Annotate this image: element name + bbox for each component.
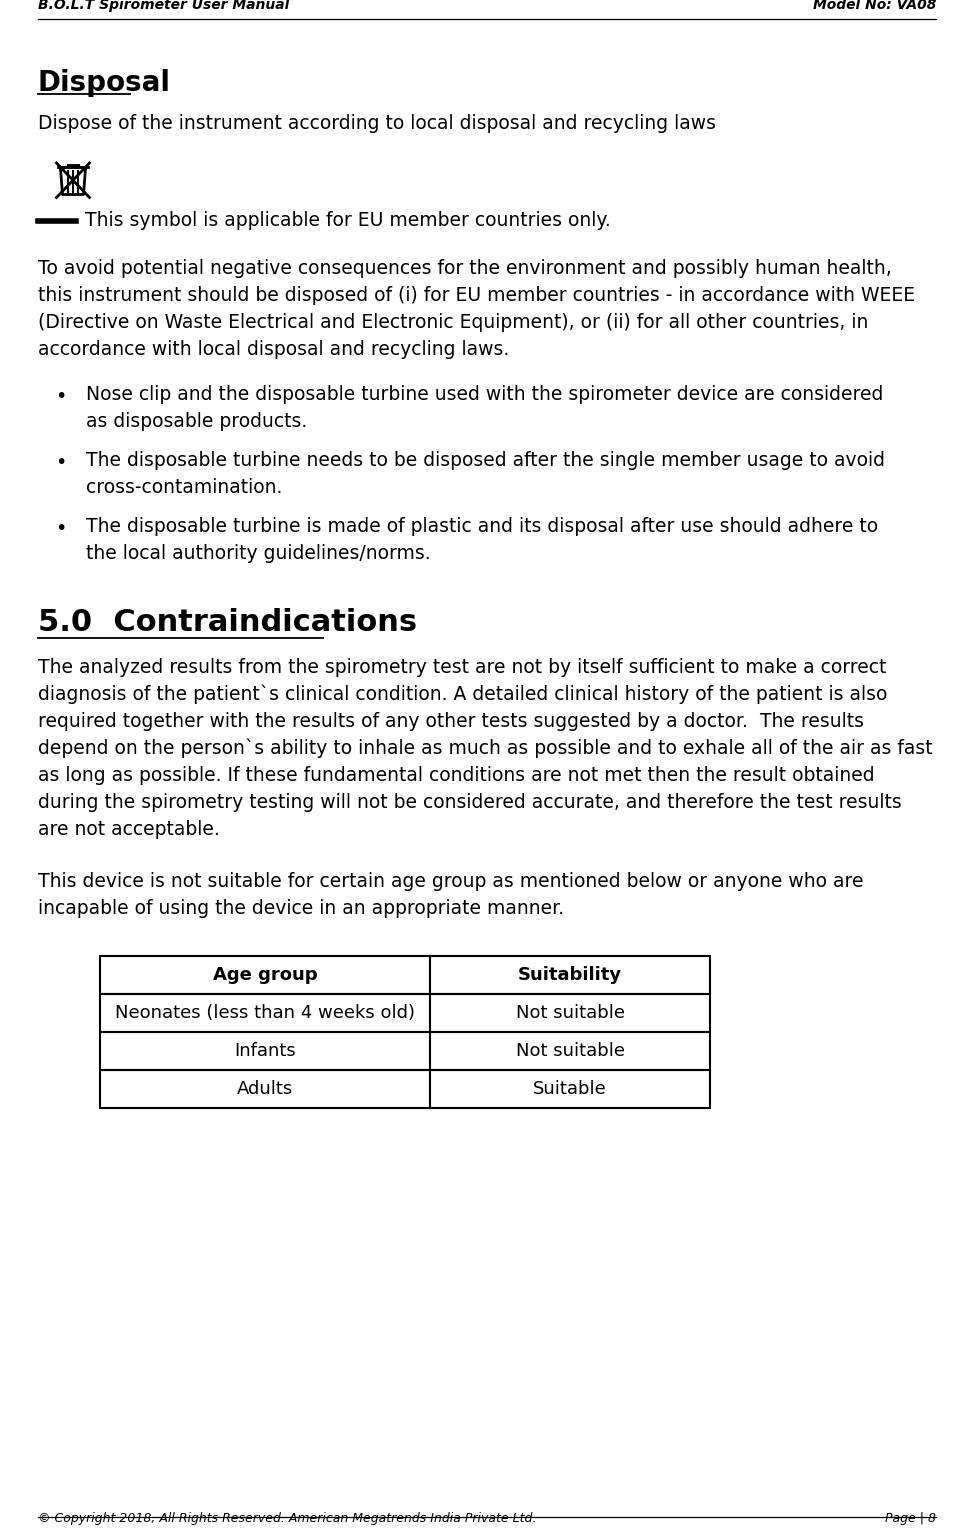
Text: This symbol is applicable for EU member countries only.: This symbol is applicable for EU member … xyxy=(85,211,611,229)
Text: Infants: Infants xyxy=(234,1042,296,1060)
Text: required together with the results of any other tests suggested by a doctor.  Th: required together with the results of an… xyxy=(38,713,864,731)
Text: (Directive on Waste Electrical and Electronic Equipment), or (ii) for all other : (Directive on Waste Electrical and Elect… xyxy=(38,312,869,332)
Text: The analyzed results from the spirometry test are not by itself sufficient to ma: The analyzed results from the spirometry… xyxy=(38,659,886,677)
Text: Nose clip and the disposable turbine used with the spirometer device are conside: Nose clip and the disposable turbine use… xyxy=(86,385,883,405)
Text: The disposable turbine needs to be disposed after the single member usage to avo: The disposable turbine needs to be dispo… xyxy=(86,451,885,469)
Text: Disposal: Disposal xyxy=(38,69,171,97)
Text: Dispose of the instrument according to local disposal and recycling laws: Dispose of the instrument according to l… xyxy=(38,114,716,132)
Text: •: • xyxy=(55,519,66,539)
Text: Adults: Adults xyxy=(237,1080,293,1097)
Text: Age group: Age group xyxy=(212,966,318,983)
Bar xyxy=(100,994,710,1033)
Text: Not suitable: Not suitable xyxy=(515,1003,624,1022)
Text: incapable of using the device in an appropriate manner.: incapable of using the device in an appr… xyxy=(38,899,564,917)
Text: 5.0  Contraindications: 5.0 Contraindications xyxy=(38,608,417,637)
Text: •: • xyxy=(55,452,66,472)
Text: To avoid potential negative consequences for the environment and possibly human : To avoid potential negative consequences… xyxy=(38,259,892,279)
Text: accordance with local disposal and recycling laws.: accordance with local disposal and recyc… xyxy=(38,340,509,359)
Text: © Copyright 2018, All Rights Reserved. American Megatrends India Private Ltd.: © Copyright 2018, All Rights Reserved. A… xyxy=(38,1511,537,1525)
Bar xyxy=(100,1070,710,1108)
Text: Page | 8: Page | 8 xyxy=(885,1511,936,1525)
Text: depend on the person`s ability to inhale as much as possible and to exhale all o: depend on the person`s ability to inhale… xyxy=(38,739,933,759)
Bar xyxy=(100,1033,710,1070)
Text: Suitable: Suitable xyxy=(533,1080,607,1097)
Text: Not suitable: Not suitable xyxy=(515,1042,624,1060)
Text: this instrument should be disposed of (i) for EU member countries - in accordanc: this instrument should be disposed of (i… xyxy=(38,286,916,305)
Text: Suitability: Suitability xyxy=(518,966,622,983)
Text: as disposable products.: as disposable products. xyxy=(86,412,307,431)
Text: The disposable turbine is made of plastic and its disposal after use should adhe: The disposable turbine is made of plasti… xyxy=(86,517,879,536)
Bar xyxy=(100,956,710,994)
Text: •: • xyxy=(55,386,66,406)
Text: This device is not suitable for certain age group as mentioned below or anyone w: This device is not suitable for certain … xyxy=(38,873,864,891)
Text: as long as possible. If these fundamental conditions are not met then the result: as long as possible. If these fundamenta… xyxy=(38,766,875,785)
Text: B.O.L.T Spirometer User Manual: B.O.L.T Spirometer User Manual xyxy=(38,0,289,12)
Text: during the spirometry testing will not be considered accurate, and therefore the: during the spirometry testing will not b… xyxy=(38,793,902,813)
Text: Neonates (less than 4 weeks old): Neonates (less than 4 weeks old) xyxy=(115,1003,415,1022)
Text: Model No: VA08: Model No: VA08 xyxy=(812,0,936,12)
Text: cross-contamination.: cross-contamination. xyxy=(86,479,282,497)
Text: diagnosis of the patient`s clinical condition. A detailed clinical history of th: diagnosis of the patient`s clinical cond… xyxy=(38,685,887,705)
Text: are not acceptable.: are not acceptable. xyxy=(38,820,220,839)
Text: the local authority guidelines/norms.: the local authority guidelines/norms. xyxy=(86,543,431,563)
